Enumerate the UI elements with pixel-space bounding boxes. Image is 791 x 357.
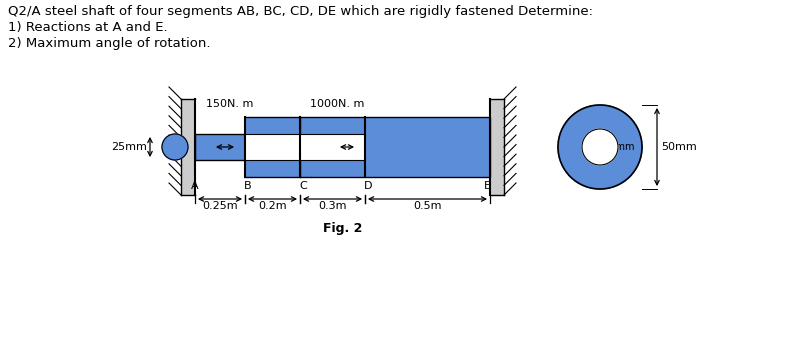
Text: 50mm: 50mm bbox=[661, 142, 697, 152]
Bar bbox=[490, 99, 504, 195]
Text: D: D bbox=[364, 181, 373, 191]
Text: C: C bbox=[299, 181, 307, 191]
Bar bbox=[245, 117, 300, 134]
Text: Fig. 2: Fig. 2 bbox=[323, 222, 362, 235]
Text: 25mm: 25mm bbox=[111, 142, 147, 152]
Text: 25mm: 25mm bbox=[603, 142, 634, 152]
Bar bbox=[300, 134, 365, 160]
Text: A: A bbox=[191, 181, 199, 191]
Text: 0.25m: 0.25m bbox=[202, 201, 238, 211]
Bar bbox=[195, 134, 245, 160]
Bar bbox=[181, 99, 195, 195]
Bar bbox=[245, 160, 300, 177]
Text: 0.5m: 0.5m bbox=[413, 201, 441, 211]
Bar bbox=[300, 117, 490, 177]
Text: E: E bbox=[483, 181, 490, 191]
Text: 150N. m: 150N. m bbox=[206, 99, 254, 109]
Text: 1000N. m: 1000N. m bbox=[310, 99, 365, 109]
Text: 1) Reactions at A and E.: 1) Reactions at A and E. bbox=[8, 21, 168, 34]
Text: Q2/A steel shaft of four segments AB, BC, CD, DE which are rigidly fastened Dete: Q2/A steel shaft of four segments AB, BC… bbox=[8, 5, 593, 18]
Circle shape bbox=[162, 134, 188, 160]
Text: 2) Maximum angle of rotation.: 2) Maximum angle of rotation. bbox=[8, 37, 210, 50]
Text: 0.3m: 0.3m bbox=[318, 201, 346, 211]
Text: 0.2m: 0.2m bbox=[258, 201, 287, 211]
Bar bbox=[245, 134, 300, 160]
Text: B: B bbox=[244, 181, 252, 191]
Circle shape bbox=[558, 105, 642, 189]
Circle shape bbox=[582, 129, 618, 165]
